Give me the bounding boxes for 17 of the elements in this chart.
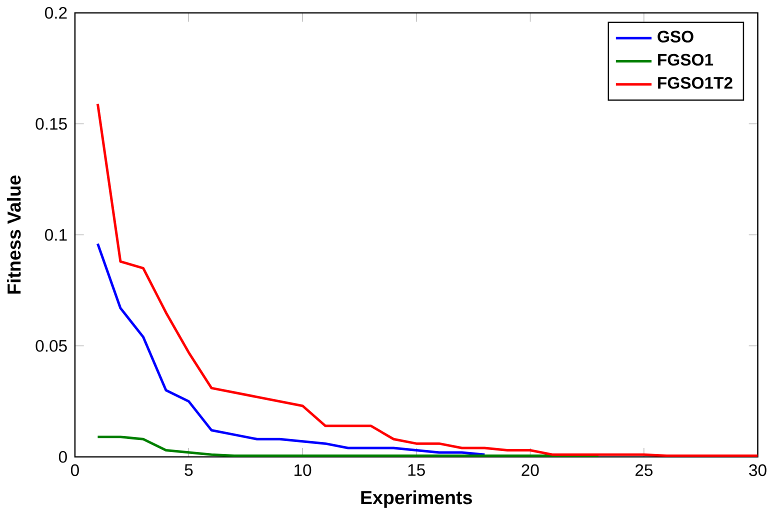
x-tick-label: 0 — [70, 464, 79, 476]
legend-label: FGSO1 — [658, 54, 714, 66]
x-axis-title: Experiments — [361, 490, 472, 508]
legend-label: GSO — [658, 30, 694, 43]
y-tick-label: 0.15 — [36, 118, 67, 130]
x-tick-label: 5 — [184, 464, 193, 476]
y-tick-label: 0.05 — [36, 340, 67, 352]
y-tick-label: 0.2 — [45, 7, 67, 19]
x-tick-label: 30 — [749, 464, 766, 476]
x-tick-label: 20 — [522, 464, 539, 476]
y-tick-label: 0 — [58, 451, 67, 463]
legend-label: FGSO1T2 — [658, 77, 732, 89]
x-tick-label: 10 — [294, 464, 312, 476]
x-tick-label: 15 — [408, 464, 425, 476]
x-tick-label: 25 — [636, 464, 653, 476]
y-axis-title: Fitness Value — [6, 176, 21, 294]
y-tick-label: 0.1 — [45, 229, 67, 241]
